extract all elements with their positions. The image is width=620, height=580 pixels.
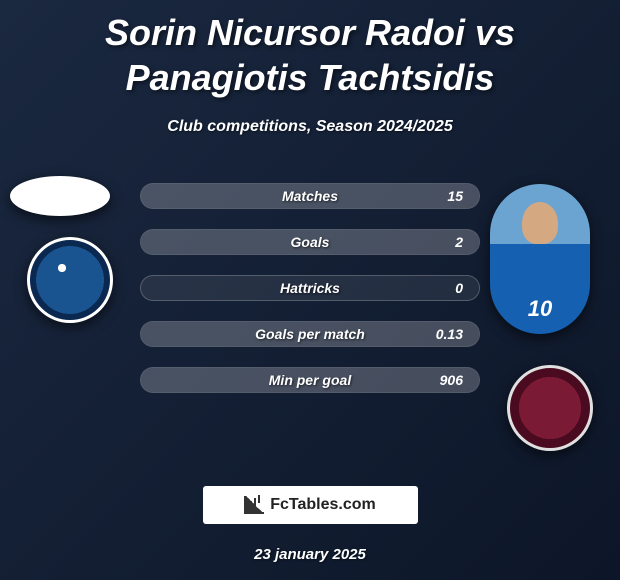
stat-label: Matches: [282, 188, 338, 204]
player-right-avatar: [490, 184, 590, 334]
club-left-logo: [27, 237, 113, 323]
stat-value-right: 0: [455, 280, 463, 296]
stat-row: Hattricks 0: [140, 275, 480, 301]
fctables-logo[interactable]: FcTables.com: [203, 486, 418, 524]
chart-icon: [244, 496, 264, 514]
stat-value-right: 2: [455, 234, 463, 250]
stat-value-right: 0.13: [436, 326, 463, 342]
stat-row: Goals 2: [140, 229, 480, 255]
club-right-logo: [507, 365, 593, 451]
stat-label: Goals: [291, 234, 330, 250]
date-text: 23 january 2025: [0, 546, 620, 563]
stat-label: Goals per match: [255, 326, 365, 342]
logo-text: FcTables.com: [270, 496, 376, 514]
player-left-avatar: [10, 176, 110, 216]
stat-row: Matches 15: [140, 183, 480, 209]
stat-label: Hattricks: [280, 280, 340, 296]
stat-row: Goals per match 0.13: [140, 321, 480, 347]
stat-value-right: 15: [447, 188, 463, 204]
subtitle: Club competitions, Season 2024/2025: [0, 118, 620, 136]
stats-table: Matches 15 Goals 2 Hattricks 0 Goals per…: [140, 183, 480, 413]
stat-value-right: 906: [440, 372, 463, 388]
comparison-content: Matches 15 Goals 2 Hattricks 0 Goals per…: [0, 171, 620, 451]
stat-row: Min per goal 906: [140, 367, 480, 393]
stat-label: Min per goal: [269, 372, 351, 388]
page-title: Sorin Nicursor Radoi vs Panagiotis Tacht…: [0, 0, 620, 100]
